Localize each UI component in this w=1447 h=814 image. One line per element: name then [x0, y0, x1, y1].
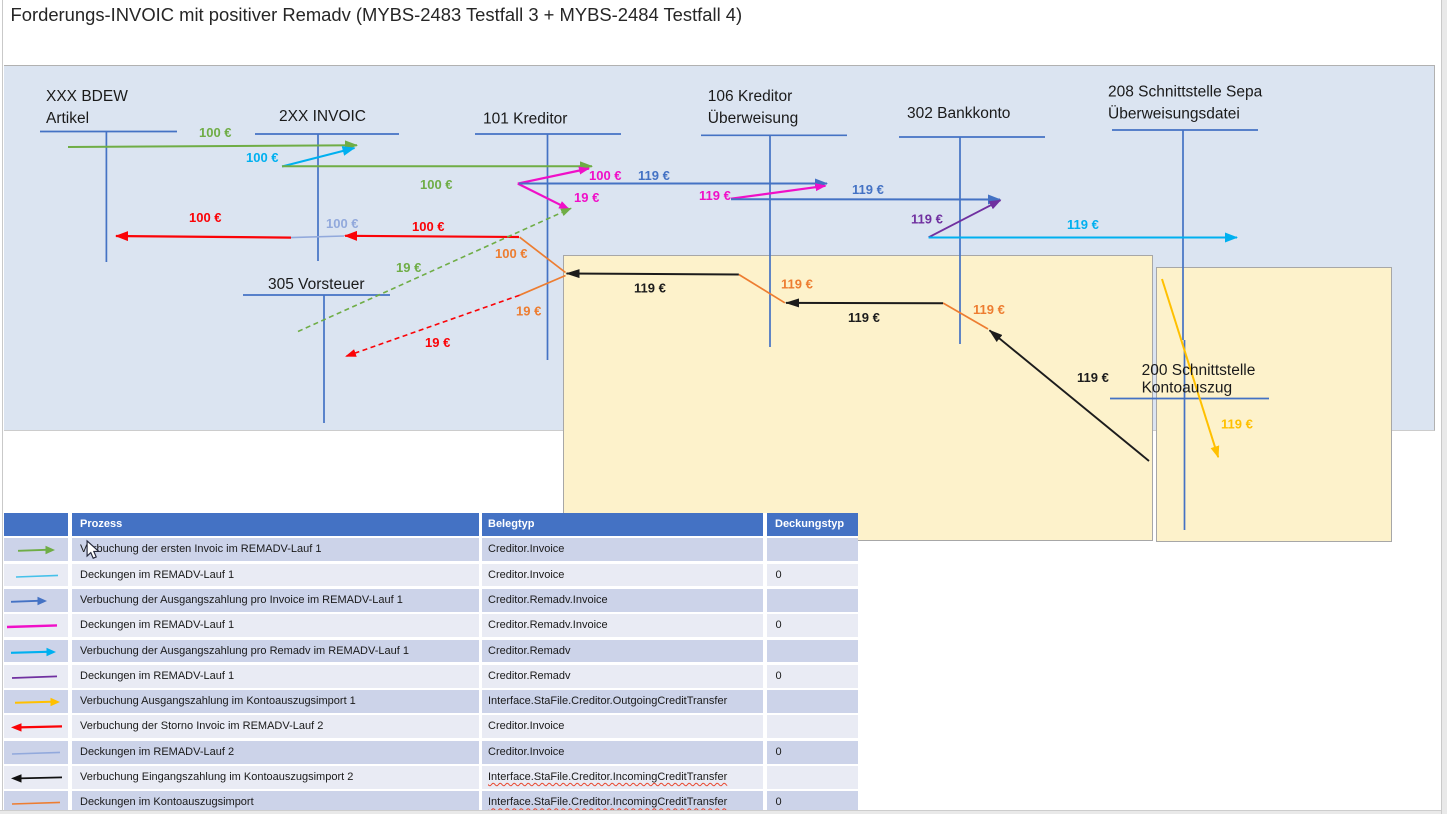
svg-text:119 €: 119 €: [852, 182, 884, 197]
svg-text:XXX BDEW: XXX BDEW: [46, 88, 128, 105]
svg-text:Überweisung: Überweisung: [708, 109, 798, 127]
svg-text:19 €: 19 €: [574, 190, 599, 205]
svg-text:119 €: 119 €: [638, 168, 670, 183]
svg-text:106 Kreditor: 106 Kreditor: [708, 88, 792, 105]
svg-text:100 €: 100 €: [326, 216, 359, 231]
svg-text:19 €: 19 €: [516, 304, 541, 319]
svg-text:119 €: 119 €: [1067, 217, 1099, 232]
svg-text:Kontoauszug: Kontoauszug: [1142, 380, 1233, 397]
svg-text:100 €: 100 €: [189, 210, 222, 225]
svg-text:100 €: 100 €: [495, 246, 528, 261]
svg-text:100 €: 100 €: [246, 150, 279, 165]
svg-text:100 €: 100 €: [412, 219, 445, 234]
svg-text:305 Vorsteuer: 305 Vorsteuer: [268, 276, 365, 293]
svg-text:119 €: 119 €: [848, 310, 880, 325]
svg-text:100 €: 100 €: [589, 168, 622, 183]
svg-text:119 €: 119 €: [911, 212, 943, 227]
svg-text:2XX INVOIC: 2XX INVOIC: [279, 108, 366, 125]
svg-text:100 €: 100 €: [199, 125, 232, 140]
svg-text:119 €: 119 €: [1221, 417, 1253, 432]
svg-text:119 €: 119 €: [973, 302, 1005, 317]
svg-text:200 Schnittstelle: 200 Schnittstelle: [1142, 362, 1256, 379]
svg-text:119 €: 119 €: [781, 277, 813, 292]
svg-text:Artikel: Artikel: [46, 110, 89, 127]
svg-text:119 €: 119 €: [1077, 370, 1109, 385]
svg-text:100 €: 100 €: [420, 177, 453, 192]
svg-text:101 Kreditor: 101 Kreditor: [483, 111, 567, 128]
svg-text:119 €: 119 €: [699, 188, 731, 203]
svg-text:Überweisungsdatei: Überweisungsdatei: [1108, 105, 1240, 123]
svg-text:119 €: 119 €: [634, 281, 666, 296]
svg-text:19 €: 19 €: [425, 335, 450, 350]
svg-text:302 Bankkonto: 302 Bankkonto: [907, 105, 1010, 122]
svg-text:19 €: 19 €: [396, 260, 421, 275]
svg-text:208 Schnittstelle Sepa: 208 Schnittstelle Sepa: [1108, 84, 1263, 101]
